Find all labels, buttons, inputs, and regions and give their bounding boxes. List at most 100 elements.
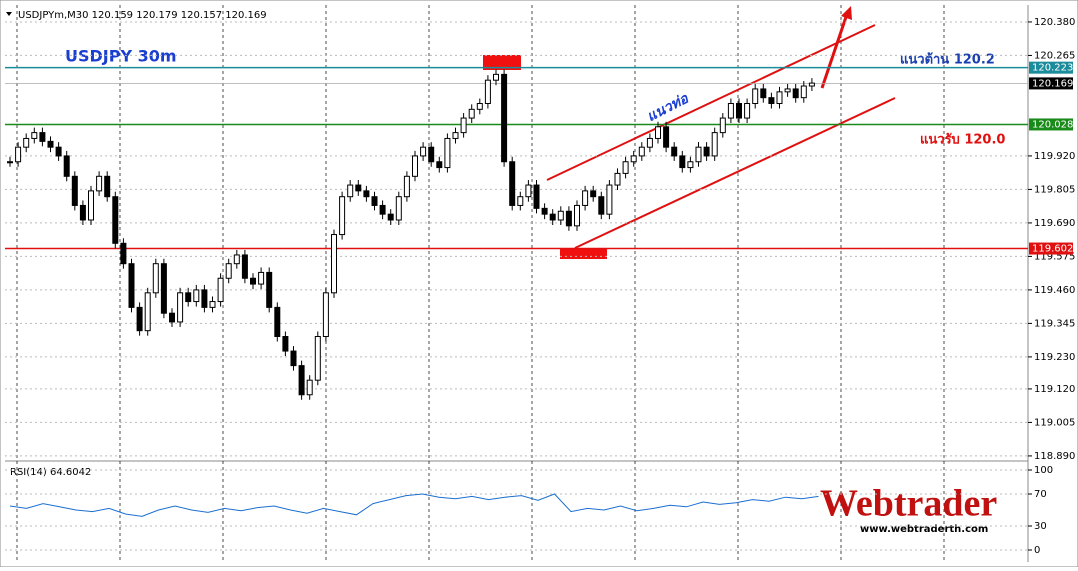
candle: [363, 190, 370, 198]
candle: [493, 73, 499, 81]
candle: [736, 102, 742, 119]
price-tag-label: 120.169: [1032, 78, 1073, 89]
candle: [792, 88, 799, 99]
candle: [541, 207, 548, 215]
candle: [727, 102, 734, 119]
y-tick-label: 119.120: [1034, 384, 1075, 395]
y-tick-label: 119.805: [1034, 184, 1075, 195]
candle: [525, 184, 532, 198]
candle: [233, 254, 240, 265]
candle: [379, 204, 386, 215]
candle: [88, 190, 94, 221]
candle: [314, 336, 321, 381]
rsi-line: [9, 493, 819, 517]
candle: [322, 292, 329, 338]
candle: [663, 126, 670, 148]
candle: [574, 204, 580, 227]
candle: [96, 175, 103, 192]
candle: [671, 146, 678, 157]
header: USDJPYm,M30 120.159 120.179 120.157 120.…: [18, 10, 267, 21]
candle: [395, 196, 402, 221]
y-tick-label: 120.265: [1034, 50, 1075, 61]
arrow: [820, 13, 849, 89]
price-tag: [1029, 77, 1073, 90]
support-note: แนวรับ 120.0: [920, 133, 1005, 148]
y-tick-label: 120.380: [1034, 17, 1075, 28]
candle: [533, 184, 540, 209]
candle: [517, 196, 524, 206]
price-tag-label: 120.223: [1032, 63, 1073, 74]
candle: [403, 175, 410, 198]
arrow-head: [841, 6, 852, 20]
candle: [217, 277, 224, 303]
candle: [274, 306, 281, 338]
candle: [55, 146, 62, 157]
price-tag: [1029, 61, 1073, 74]
candle: [549, 213, 556, 221]
candle: [331, 234, 337, 294]
candle: [169, 312, 175, 323]
rsi-tick-label: 100: [1034, 465, 1053, 476]
candle: [800, 85, 807, 99]
candle: [201, 289, 208, 308]
candle: [193, 289, 200, 303]
chart-title: USDJPY 30m: [65, 47, 177, 66]
candle: [177, 292, 184, 323]
candle: [606, 184, 613, 215]
price-tag-label: 119.602: [1032, 244, 1073, 255]
candle: [614, 172, 621, 186]
candle: [460, 117, 467, 134]
candle: [160, 263, 167, 314]
y-tick-label: 119.920: [1034, 151, 1075, 162]
y-tick-label: 119.230: [1034, 352, 1075, 363]
candle: [412, 155, 418, 177]
price-tag: [1029, 242, 1073, 255]
candle: [695, 146, 702, 163]
candle: [63, 155, 70, 177]
candle: [144, 292, 151, 332]
candle: [630, 155, 637, 163]
logo: Webtrader: [820, 483, 997, 525]
menu-arrow: [6, 12, 12, 16]
candle: [598, 196, 605, 215]
y-tick-label: 119.690: [1034, 218, 1075, 229]
candle: [646, 137, 653, 148]
candle: [7, 161, 13, 164]
candle: [282, 336, 289, 352]
candle: [436, 161, 443, 169]
marker: [483, 55, 521, 70]
candle: [250, 277, 256, 285]
channel-line: [574, 97, 896, 249]
candle: [428, 146, 435, 163]
candle: [476, 102, 483, 110]
candle: [136, 306, 143, 332]
price-tag-label: 120.028: [1032, 119, 1073, 130]
candle: [71, 175, 78, 206]
marker: [560, 249, 607, 259]
candle: [590, 190, 597, 198]
candle: [185, 292, 192, 303]
candle: [387, 213, 394, 221]
candle: [39, 132, 46, 142]
candle: [638, 146, 645, 157]
logo-url: www.webtraderth.com: [860, 524, 988, 535]
candle: [347, 184, 354, 198]
candle: [622, 161, 629, 174]
candle: [703, 146, 710, 157]
candle: [225, 263, 232, 279]
rsi-tick-label: 70: [1034, 489, 1047, 500]
channel-line: [546, 24, 876, 181]
rsi-tick-label: 0: [1034, 545, 1040, 556]
candle: [509, 161, 516, 206]
candle: [452, 132, 459, 139]
candle: [557, 210, 564, 221]
candle: [719, 117, 726, 134]
candle: [501, 73, 508, 163]
candle: [241, 254, 248, 279]
candle: [31, 132, 38, 139]
candle: [79, 204, 86, 221]
candle: [444, 137, 451, 169]
resistance-note: แนวต้าน 120.2: [900, 52, 995, 68]
